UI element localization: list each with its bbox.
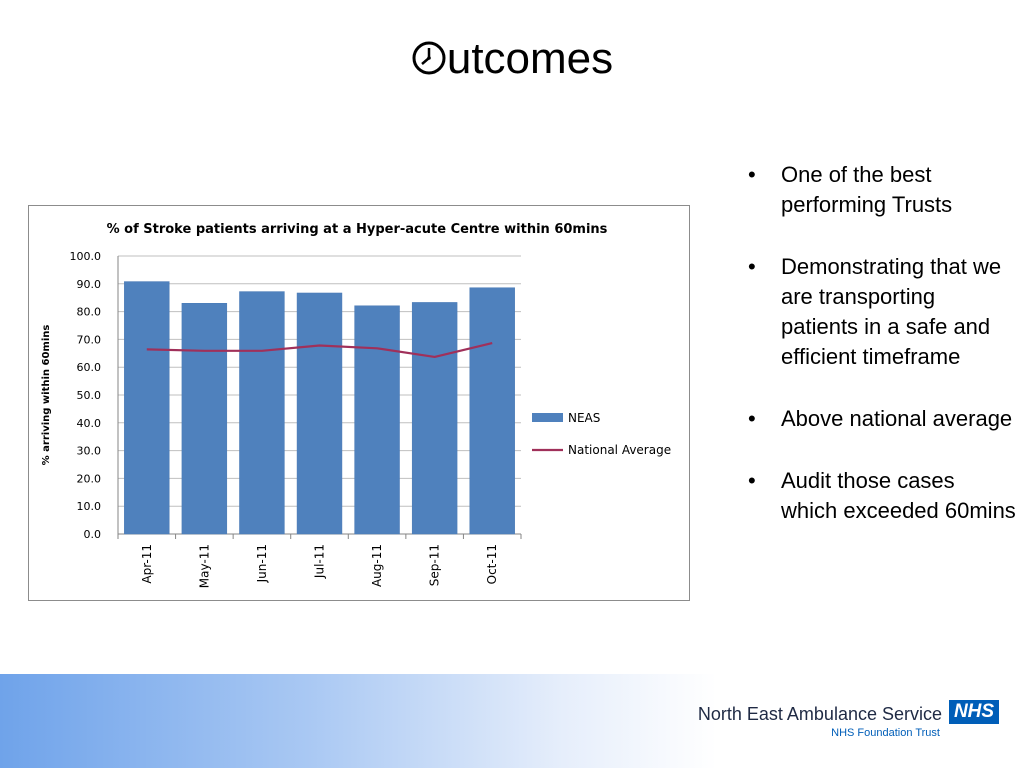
y-tick-label: 20.0: [77, 472, 102, 485]
x-tick-label: Sep-11: [428, 544, 442, 586]
org-name: North East Ambulance Service: [697, 704, 942, 724]
bullet-item: Demonstrating that we are transporting p…: [746, 252, 1016, 372]
y-tick-label: 0.0: [84, 528, 102, 541]
y-tick-label: 60.0: [77, 361, 102, 374]
bar-jul-11: [296, 292, 343, 535]
y-tick-label: 10.0: [77, 500, 102, 513]
legend-swatch-neas: [532, 413, 563, 422]
y-tick-label: 40.0: [77, 417, 102, 430]
y-tick-label: 30.0: [77, 445, 102, 458]
nhs-logo: NHS: [949, 700, 999, 724]
bullet-list: One of the best performing Trusts Demons…: [746, 160, 1016, 558]
bar-jun-11: [239, 291, 285, 535]
legend-label-national-average: National Average: [568, 443, 671, 457]
x-tick-label: Jul-11: [313, 544, 327, 579]
y-tick-label: 70.0: [77, 333, 102, 346]
bar-aug-11: [354, 305, 400, 535]
x-tick-label: Jun-11: [255, 544, 269, 583]
x-tick-label: May-11: [197, 544, 211, 588]
y-tick-label: 90.0: [77, 278, 102, 291]
bullet-item: Audit those cases which exceeded 60mins: [746, 466, 1016, 526]
slide-title: utcomes: [0, 34, 1024, 84]
title-text: utcomes: [446, 34, 614, 83]
bar-apr-11: [124, 281, 170, 535]
legend-label-neas: NEAS: [568, 411, 600, 425]
x-tick-label: Apr-11: [140, 544, 154, 584]
footer-band: [0, 674, 1024, 768]
bullet-item: Above national average: [746, 404, 1016, 434]
bar-oct-11: [469, 287, 515, 535]
x-tick-label: Aug-11: [370, 544, 384, 587]
clock-icon: [412, 41, 446, 75]
chart-title: % of Stroke patients arriving at a Hyper…: [107, 222, 608, 237]
stroke-chart: % of Stroke patients arriving at a Hyper…: [41, 222, 671, 588]
y-tick-label: 80.0: [77, 306, 102, 319]
bar-sep-11: [411, 302, 458, 535]
bullet-item: One of the best performing Trusts: [746, 160, 1016, 220]
chart-container: % of Stroke patients arriving at a Hyper…: [28, 205, 690, 601]
y-tick-label: 100.0: [70, 250, 102, 263]
y-tick-label: 50.0: [77, 389, 102, 402]
trust-label: NHS Foundation Trust: [831, 727, 940, 739]
bar-may-11: [181, 303, 228, 535]
y-axis-label: % arriving within 60mins: [41, 325, 52, 466]
national-average-line: [146, 341, 493, 359]
x-tick-label: Oct-11: [485, 544, 499, 584]
